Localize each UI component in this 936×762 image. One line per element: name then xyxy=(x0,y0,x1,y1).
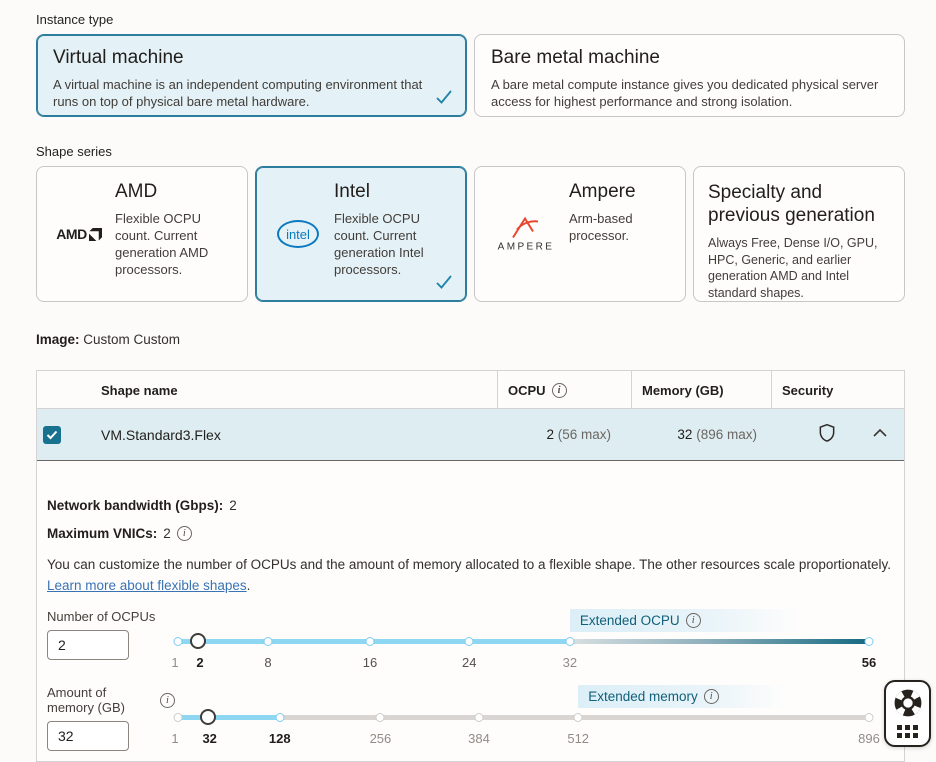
card-bare-metal-machine[interactable]: Bare metal machine A bare metal compute … xyxy=(474,34,905,117)
ampere-logo-icon: AMPERE xyxy=(485,216,567,253)
chevron-up-icon[interactable] xyxy=(872,427,888,442)
tick-label: 1 xyxy=(171,731,179,746)
intel-logo-icon: intel xyxy=(266,220,330,248)
tick-label: 512 xyxy=(567,731,590,746)
flexible-shape-description: You can customize the number of OCPUs an… xyxy=(47,557,891,593)
app-grid-dots-icon xyxy=(897,725,918,738)
ocpu-input-label: Number of OCPUs xyxy=(47,609,156,624)
card-description: A virtual machine is an independent comp… xyxy=(53,77,423,109)
shape-series-cards: AMD AMD Flexible OCPU count. Current gen… xyxy=(36,166,905,302)
shape-table-header: Shape name OCPU i Memory (GB) Security xyxy=(37,371,904,409)
tick-label: 1 xyxy=(171,655,179,670)
row-checkbox[interactable] xyxy=(43,425,61,444)
tick-label: 32 xyxy=(562,655,578,670)
tick-label: 32 xyxy=(202,731,217,746)
card-intel[interactable]: intel Intel Flexible OCPU count. Current… xyxy=(255,166,467,302)
tick-label: 8 xyxy=(264,655,272,670)
tick-label: 24 xyxy=(462,655,477,670)
image-label: Image: xyxy=(36,332,80,347)
card-virtual-machine[interactable]: Virtual machine A virtual machine is an … xyxy=(36,34,467,117)
ocpu-slider[interactable]: Extended OCPU i 1 2 8 xyxy=(171,609,876,675)
card-title: Ampere xyxy=(569,181,636,202)
help-launcher-widget[interactable] xyxy=(884,680,931,747)
card-description: Flexible OCPU count. Current generation … xyxy=(115,211,209,277)
tick-label: 256 xyxy=(369,731,392,746)
shape-details-panel: Network bandwidth (Gbps): 2 Maximum VNIC… xyxy=(37,461,904,761)
header-shape-name: Shape name xyxy=(101,382,178,398)
life-ring-icon xyxy=(894,689,922,720)
tick-label: 896 xyxy=(858,731,880,746)
tick-label: 16 xyxy=(362,655,378,670)
check-icon xyxy=(435,274,453,293)
card-description: Arm-based processor. xyxy=(569,211,633,243)
memory-control: Amount of memory (GB) i Extended memory … xyxy=(47,685,892,751)
ocpu-slider-handle[interactable] xyxy=(189,633,206,649)
card-title: AMD xyxy=(115,181,158,202)
card-ampere[interactable]: AMPERE Ampere Arm-based processor. xyxy=(474,166,686,302)
tick-label: 2 xyxy=(196,655,204,670)
ocpu-cell: 2 (56 max) xyxy=(546,427,611,442)
row-checkbox-cell xyxy=(37,425,101,444)
shield-icon xyxy=(817,422,837,447)
memory-slider-handle[interactable] xyxy=(200,709,217,725)
header-security: Security xyxy=(771,371,904,409)
tick-label: 384 xyxy=(468,731,490,746)
ocpu-slider-track[interactable] xyxy=(175,639,869,644)
memory-input[interactable] xyxy=(47,721,129,751)
card-description: A bare metal compute instance gives you … xyxy=(491,77,879,109)
shape-name-value: VM.Standard3.Flex xyxy=(101,426,221,443)
header-memory: Memory (GB) xyxy=(631,371,771,409)
memory-input-label: Amount of memory (GB) i xyxy=(47,685,175,715)
card-title: Intel xyxy=(334,181,370,202)
tick-label: 128 xyxy=(268,731,291,746)
extended-memory-info-icon[interactable]: i xyxy=(703,689,719,704)
instance-type-cards: Virtual machine A virtual machine is an … xyxy=(36,34,905,117)
tick-label: 56 xyxy=(861,655,877,670)
network-bandwidth-line: Network bandwidth (Gbps): 2 xyxy=(47,498,237,513)
extended-memory-label: Extended memory i xyxy=(578,685,787,708)
amd-logo-icon: AMD xyxy=(47,226,111,242)
shape-table: Shape name OCPU i Memory (GB) Security V… xyxy=(36,370,905,762)
check-icon xyxy=(435,89,453,108)
shape-series-label: Shape series xyxy=(36,144,112,159)
header-ocpu: OCPU i xyxy=(497,371,631,409)
extended-ocpu-label: Extended OCPU i xyxy=(569,609,799,632)
ocpu-control: Number of OCPUs Extended OCPU i xyxy=(47,609,892,675)
instance-type-label: Instance type xyxy=(36,12,114,27)
extended-ocpu-info-icon[interactable]: i xyxy=(685,613,701,628)
memory-slider[interactable]: Extended memory i 1 32 xyxy=(171,685,880,751)
card-title: Specialty and previous generation xyxy=(708,182,875,226)
card-description: Flexible OCPU count. Current generation … xyxy=(334,211,424,277)
vnics-info-icon[interactable]: i xyxy=(176,526,192,541)
max-vnics-line: Maximum VNICs: 2 i xyxy=(47,526,892,541)
card-amd[interactable]: AMD AMD Flexible OCPU count. Current gen… xyxy=(36,166,248,302)
memory-info-icon[interactable]: i xyxy=(160,692,175,708)
security-cell xyxy=(771,422,904,447)
ocpu-input[interactable] xyxy=(47,630,129,660)
card-title: Bare metal machine xyxy=(491,47,660,68)
instance-configuration-page: Instance type Virtual machine A virtual … xyxy=(36,12,905,762)
ocpu-info-icon[interactable]: i xyxy=(551,382,567,398)
flexible-shapes-link[interactable]: Learn more about flexible shapes xyxy=(47,578,247,593)
image-value: Custom Custom xyxy=(83,332,181,347)
card-specialty-previous-generation[interactable]: Specialty and previous generation Always… xyxy=(693,166,905,302)
table-row-vm-standard3-flex[interactable]: VM.Standard3.Flex 2 (56 max) 32 (896 max… xyxy=(37,409,904,461)
card-title: Virtual machine xyxy=(53,47,184,68)
header-checkbox-spacer xyxy=(37,371,101,409)
card-description: Always Free, Dense I/O, GPU, HPC, Generi… xyxy=(708,236,878,300)
image-summary: Image: Custom Custom xyxy=(36,332,905,347)
memory-cell: 32 (896 max) xyxy=(677,427,757,442)
